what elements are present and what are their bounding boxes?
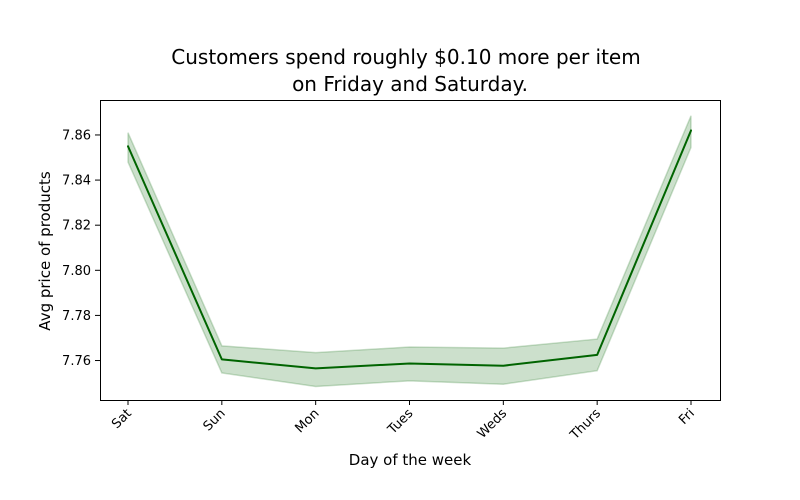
y-tick-label-7.86: 7.86 bbox=[62, 128, 91, 143]
y-tick-label-7.84: 7.84 bbox=[62, 174, 91, 189]
series-line bbox=[127, 129, 692, 370]
x-tick-label-sun: Sun bbox=[201, 406, 229, 434]
y-tick-label-7.80: 7.80 bbox=[62, 264, 91, 279]
y-tick-label-7.82: 7.82 bbox=[62, 219, 91, 234]
x-tick-label-tues: Tues bbox=[385, 406, 417, 438]
confidence-band bbox=[127, 115, 692, 388]
x-tick-label-sat: Sat bbox=[109, 406, 135, 432]
plot-frame bbox=[100, 100, 721, 401]
y-axis: 7.76 7.78 7.80 7.82 7.84 7.86 bbox=[62, 128, 100, 369]
x-axis: Sat Sun Mon Tues Weds Thurs Fri bbox=[109, 400, 698, 443]
x-axis-label: Day of the week bbox=[349, 451, 472, 469]
x-tick-label-mon: Mon bbox=[292, 406, 322, 436]
y-tick-label-7.76: 7.76 bbox=[62, 354, 91, 369]
plot-area bbox=[127, 115, 692, 388]
x-tick-label-weds: Weds bbox=[475, 406, 511, 442]
x-tick-label-fri: Fri bbox=[676, 406, 698, 428]
chart-title-line-2: on Friday and Saturday. bbox=[292, 72, 528, 96]
y-axis-label: Avg price of products bbox=[36, 171, 54, 331]
y-tick-label-7.78: 7.78 bbox=[62, 309, 91, 324]
x-tick-label-thurs: Thurs bbox=[567, 406, 604, 443]
chart-title-line-1: Customers spend roughly $0.10 more per i… bbox=[171, 45, 640, 69]
